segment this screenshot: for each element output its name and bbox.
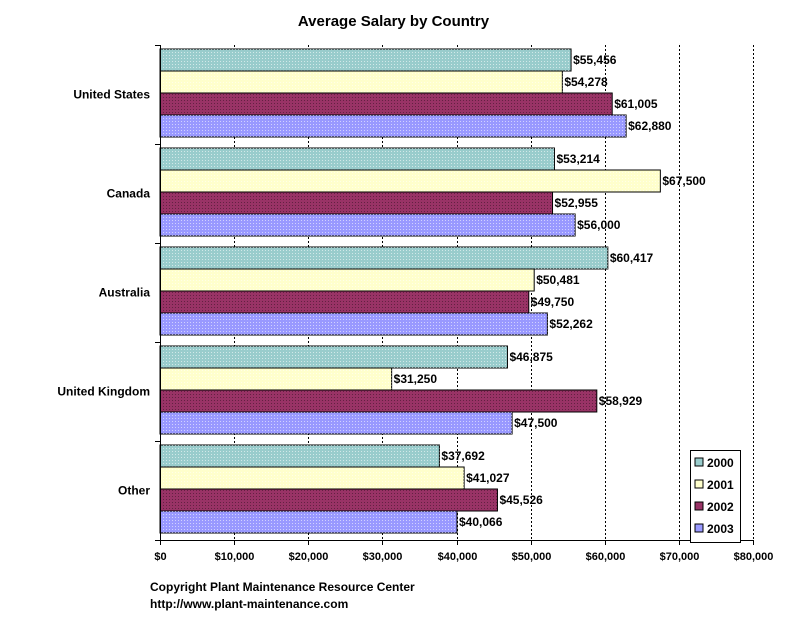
bar-texture — [160, 269, 535, 291]
bar-texture — [160, 71, 563, 93]
bar-texture — [160, 170, 661, 192]
bar-texture — [160, 192, 553, 214]
legend-label: 2001 — [707, 478, 734, 492]
website-url: http://www.plant-maintenance.com — [150, 597, 349, 611]
x-tick-label: $50,000 — [512, 551, 552, 563]
legend-swatch-2002 — [694, 501, 704, 511]
y-category-label: United Kingdom — [57, 385, 150, 399]
x-tick-label: $30,000 — [363, 551, 403, 563]
data-label: $31,250 — [394, 372, 438, 386]
bar-texture — [160, 313, 548, 335]
y-category-label: United States — [73, 88, 150, 102]
bar-texture — [160, 467, 465, 489]
data-label: $46,875 — [509, 350, 553, 364]
data-label: $52,955 — [555, 196, 599, 210]
data-label: $67,500 — [662, 174, 706, 188]
y-category-label: Canada — [107, 187, 151, 201]
bar-texture — [160, 247, 608, 269]
bar-texture — [160, 368, 392, 390]
bar-texture — [160, 214, 576, 236]
bar-texture — [160, 93, 613, 115]
data-label: $62,880 — [628, 119, 672, 133]
bar-texture — [160, 148, 555, 170]
bar-texture — [160, 291, 529, 313]
bar-texture — [160, 445, 440, 467]
y-category-label: Australia — [99, 286, 151, 300]
axes: $0 $10,000 $20,000 $30,000 $40,000 $50,000 $60… — [57, 45, 773, 563]
data-label: $53,214 — [556, 152, 600, 166]
copyright-text: Copyright Plant Maintenance Resource Cen… — [150, 580, 415, 594]
x-tick-label: $70,000 — [660, 551, 700, 563]
bar-texture — [160, 346, 508, 368]
legend-swatch-2003 — [694, 523, 704, 533]
data-label: $37,692 — [441, 449, 485, 463]
legend-label: 2003 — [707, 522, 734, 536]
data-label: $56,000 — [577, 218, 621, 232]
legend-swatch-2000 — [694, 457, 704, 467]
data-label: $47,500 — [514, 416, 558, 430]
bar-texture — [160, 489, 498, 511]
data-label: $52,262 — [549, 317, 593, 331]
x-tick-label: $0 — [154, 551, 166, 563]
data-label: $60,417 — [610, 251, 654, 265]
y-category-label: Other — [118, 484, 150, 498]
bar-texture — [160, 390, 597, 412]
data-label: $55,456 — [573, 53, 617, 67]
data-labels: $55,456 $54,278 $61,005 $62,880 $53,214 $67,5… — [394, 53, 706, 529]
data-label: $61,005 — [614, 97, 658, 111]
legend: 2000 2001 2002 2003 — [690, 450, 741, 543]
legend-label: 2002 — [707, 500, 734, 514]
x-tick-label: $60,000 — [586, 551, 626, 563]
legend-swatch-2001 — [694, 479, 704, 489]
bar-texture — [160, 115, 627, 137]
bar-texture — [160, 49, 572, 71]
x-tick-label: $80,000 — [734, 551, 774, 563]
data-label: $41,027 — [466, 471, 510, 485]
chart-title: Average Salary by Country — [297, 13, 490, 30]
data-label: $54,278 — [564, 75, 608, 89]
data-label: $58,929 — [599, 394, 643, 408]
x-tick-label: $40,000 — [438, 551, 478, 563]
legend-box — [690, 450, 741, 543]
bar-texture — [160, 412, 513, 434]
x-tick-label: $10,000 — [215, 551, 255, 563]
legend-label: 2000 — [707, 456, 734, 470]
data-label: $45,526 — [499, 493, 543, 507]
data-label: $49,750 — [531, 295, 575, 309]
bar-texture — [160, 511, 457, 533]
data-label: $50,481 — [536, 273, 580, 287]
bars — [159, 48, 661, 534]
x-tick-label: $20,000 — [289, 551, 329, 563]
data-label: $40,066 — [459, 515, 503, 529]
